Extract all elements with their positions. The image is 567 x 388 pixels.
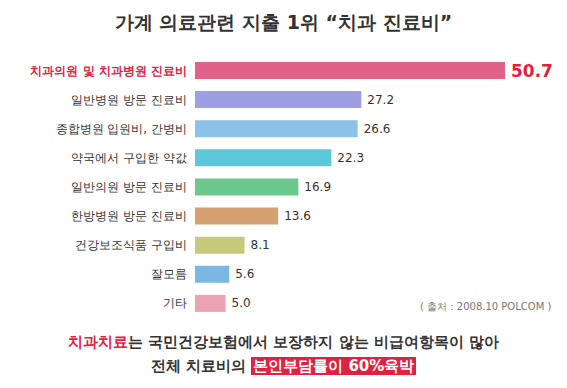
svg-text:8.1: 8.1 bbox=[251, 238, 270, 252]
svg-text:16.9: 16.9 bbox=[304, 180, 331, 194]
svg-text:일반병원 방문 진료비: 일반병원 방문 진료비 bbox=[71, 93, 187, 107]
svg-text:기타: 기타 bbox=[163, 296, 187, 310]
svg-text:한방병원 방문 진료비: 한방병원 방문 진료비 bbox=[71, 209, 187, 223]
svg-text:27.2: 27.2 bbox=[367, 93, 394, 107]
html-text:전체 치료비의본인부담률이 60%육박: 전체 치료비의본인부담률이 60%육박 bbox=[150, 357, 415, 375]
svg-text:22.3: 22.3 bbox=[337, 151, 364, 165]
html-text:가계 의료관련 지출 1위 “치과 진료비”: 가계 의료관련 지출 1위 “치과 진료비” bbox=[114, 11, 453, 33]
svg-text:건강보조식품 구입비: 건강보조식품 구입비 bbox=[75, 238, 187, 252]
svg-text:약국에서 구입한 약값: 약국에서 구입한 약값 bbox=[71, 151, 187, 165]
html-text:( 출처 : 2008.10 POLCOM ): ( 출처 : 2008.10 POLCOM ) bbox=[420, 301, 552, 312]
html-text:치과치료는 국민건강보험에서 보장하지 않는 비급여항목이: 치과치료는 국민건강보험에서 보장하지 않는 비급여항목이 많아 bbox=[67, 333, 500, 351]
svg-text:치과의원 및 치과병원 진료비: 치과의원 및 치과병원 진료비 bbox=[30, 64, 187, 78]
svg-text:종합병원 입원비, 간병비: 종합병원 입원비, 간병비 bbox=[56, 122, 187, 136]
svg-text:5.6: 5.6 bbox=[235, 267, 254, 281]
svg-text:일반의원 방문 진료비: 일반의원 방문 진료비 bbox=[71, 180, 187, 194]
svg-text:잘모름: 잘모름 bbox=[151, 267, 187, 281]
svg-text:5.0: 5.0 bbox=[232, 296, 251, 310]
svg-text:50.7: 50.7 bbox=[511, 61, 553, 81]
svg-text:26.6: 26.6 bbox=[364, 122, 391, 136]
svg-text:13.6: 13.6 bbox=[284, 209, 311, 223]
